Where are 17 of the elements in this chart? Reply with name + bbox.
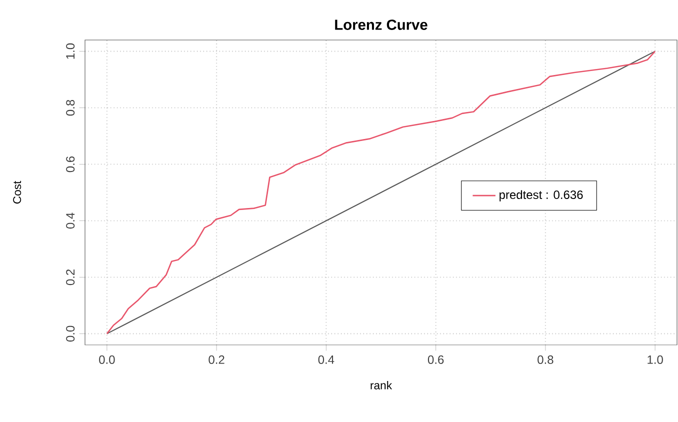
x-tick-label: 0.6 [428, 355, 444, 364]
y-tick-label: 0.2 [66, 269, 75, 286]
y-tick-label: 0.4 [66, 212, 75, 229]
y-axis-title: Cost [13, 180, 22, 204]
y-tick-label: 0.8 [66, 100, 75, 116]
y-tick-label: 0.6 [66, 156, 75, 172]
legend-label: predtest : 0.636 [500, 190, 583, 202]
y-tick-label: 0.0 [66, 326, 75, 342]
x-tick-label: 0.2 [208, 355, 224, 364]
line-series [106, 50, 656, 334]
chart-title: Lorenz Curve [335, 20, 428, 30]
x-tick-label: 0.8 [538, 355, 554, 364]
x-axis-title: rank [370, 381, 392, 390]
x-tick-label: 0.4 [318, 355, 334, 364]
x-tick-label: 1.0 [648, 355, 663, 364]
x-tick-label: 0.0 [99, 355, 115, 364]
y-tick-label: 1.0 [66, 43, 75, 59]
